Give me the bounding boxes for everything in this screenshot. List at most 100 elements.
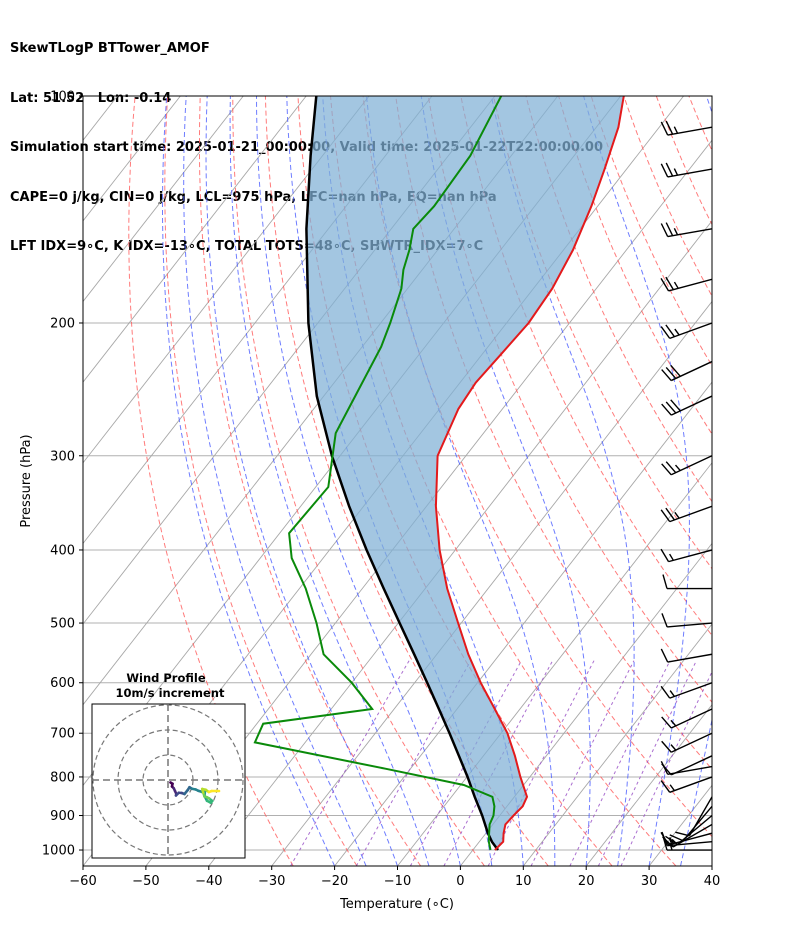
x-tick-label: −20 [321, 874, 348, 889]
isotherm-line [83, 96, 307, 383]
wind-barb [660, 776, 712, 793]
y-tick-label: 200 [50, 316, 75, 331]
wind-barb-shaft [670, 360, 712, 382]
wind-barb-flag [665, 222, 674, 237]
isotherm-line [145, 139, 712, 866]
wind-barb-shaft [667, 126, 712, 136]
parcel-path-line [305, 96, 500, 851]
x-tick-label: −40 [195, 874, 222, 889]
isotherm-line [585, 703, 712, 866]
wind-barb [662, 574, 712, 590]
wind-barb-shaft [670, 732, 712, 753]
wind-barb-shaft [670, 395, 712, 416]
dry-adiabat-line [264, 96, 549, 866]
wind-barb-flag [665, 461, 677, 474]
wind-barb-flag [665, 276, 674, 290]
y-tick-label: 900 [50, 809, 75, 824]
isotherm-line [775, 96, 794, 866]
wind-barb-half-flag [673, 228, 679, 236]
isotherm-line [83, 96, 244, 303]
wind-barb-shaft [670, 708, 712, 729]
hodograph-inset: Wind Profile 10m/s increment [91, 671, 246, 859]
wind-barb-flag [665, 507, 675, 521]
x-tick-label: 40 [704, 874, 721, 889]
mixing-ratio-line [620, 670, 712, 866]
wind-barb-flag [660, 648, 669, 663]
moist-adiabat-line [680, 96, 712, 866]
wind-barb-shaft [670, 455, 712, 476]
tick-layer: −60 −50 −40 −30 −20 −10 0 10 20 30 40 100 200 300 400 5… [42, 90, 720, 890]
y-tick-label: 300 [50, 449, 75, 464]
moist-adiabat-line [229, 96, 430, 866]
mixing-ratio-line [597, 660, 697, 866]
wind-barb-flag [661, 403, 672, 416]
x-tick-label: −10 [384, 874, 411, 889]
wind-barb-shaft [667, 228, 712, 238]
wind-barb [661, 360, 712, 382]
wind-barb-flag [660, 326, 671, 339]
dry-adiabat-line [655, 96, 712, 226]
x-tick-label: 0 [456, 874, 464, 889]
wind-barb [660, 162, 712, 178]
wind-barb [661, 732, 712, 753]
wind-barb-flag [661, 463, 672, 476]
dry-adiabat-line [362, 96, 712, 838]
wind-barb-shaft [667, 841, 712, 847]
dry-adiabat-line [688, 96, 712, 152]
isotherm-line [334, 381, 712, 866]
isotherm-line [83, 96, 370, 464]
wind-barb-shaft [668, 549, 712, 563]
dry-adiabat-line [558, 96, 712, 435]
moist-adiabat-line [183, 96, 367, 866]
wind-barb-shaft [669, 505, 712, 523]
wind-barb-half-flag [669, 690, 675, 697]
dry-adiabat-line [395, 96, 712, 770]
wind-barb-flag [661, 369, 672, 382]
wind-barb-half-flag [670, 719, 677, 727]
y-tick-label: 1000 [42, 844, 75, 859]
dry-adiabat-line [199, 96, 422, 866]
wind-barb-half-flag [670, 744, 677, 751]
wind-barb-flag [661, 740, 672, 753]
wind-barb [661, 613, 712, 628]
wind-barb [660, 120, 712, 136]
x-tick-label: −30 [258, 874, 285, 889]
shaded-area-layer [306, 96, 624, 850]
profile-layer [253, 96, 625, 851]
isotherm-line [522, 623, 712, 866]
wind-barb [675, 796, 712, 837]
wind-barb-shaft [667, 168, 712, 178]
dry-adiabat-line [128, 96, 294, 866]
wind-barb-flag [660, 509, 671, 523]
wind-barb-flag [660, 121, 669, 136]
wind-barb-flag [665, 162, 674, 177]
wind-barb-shaft [668, 278, 712, 292]
location-line: Lat: 51.52 Lon: -0.14 [10, 90, 172, 106]
isotherm-line [460, 542, 712, 866]
isotherm-line [648, 784, 712, 866]
x-axis-label: Temperature (∘C) [339, 897, 454, 912]
y-tick-label: 800 [50, 770, 75, 785]
hodograph-content [92, 704, 245, 858]
wind-barb-flag [665, 835, 678, 846]
moist-adiabat-line [162, 96, 336, 866]
temperature-line [434, 96, 625, 851]
y-axis-label: Pressure (hPa) [19, 434, 34, 527]
mixing-ratio-line [487, 660, 595, 866]
chart-title: SkewTLogP BTTower_AMOF [10, 41, 210, 56]
wind-barb-half-flag [674, 511, 680, 519]
wind-barb-shaft [667, 622, 712, 628]
moist-adiabat-line [205, 96, 398, 866]
wind-barb [661, 395, 712, 416]
wind-barb-half-flag [669, 553, 674, 561]
wind-barb [660, 648, 712, 663]
wind-barb-flag [670, 399, 681, 412]
wind-barb-shaft [667, 653, 712, 663]
wind-barb [660, 222, 712, 238]
wind-barb [660, 682, 712, 699]
wind-barb [661, 708, 712, 729]
dewpoint-line [253, 96, 503, 851]
dry-adiabat-line [232, 96, 485, 866]
y-tick-label: 400 [50, 543, 75, 558]
